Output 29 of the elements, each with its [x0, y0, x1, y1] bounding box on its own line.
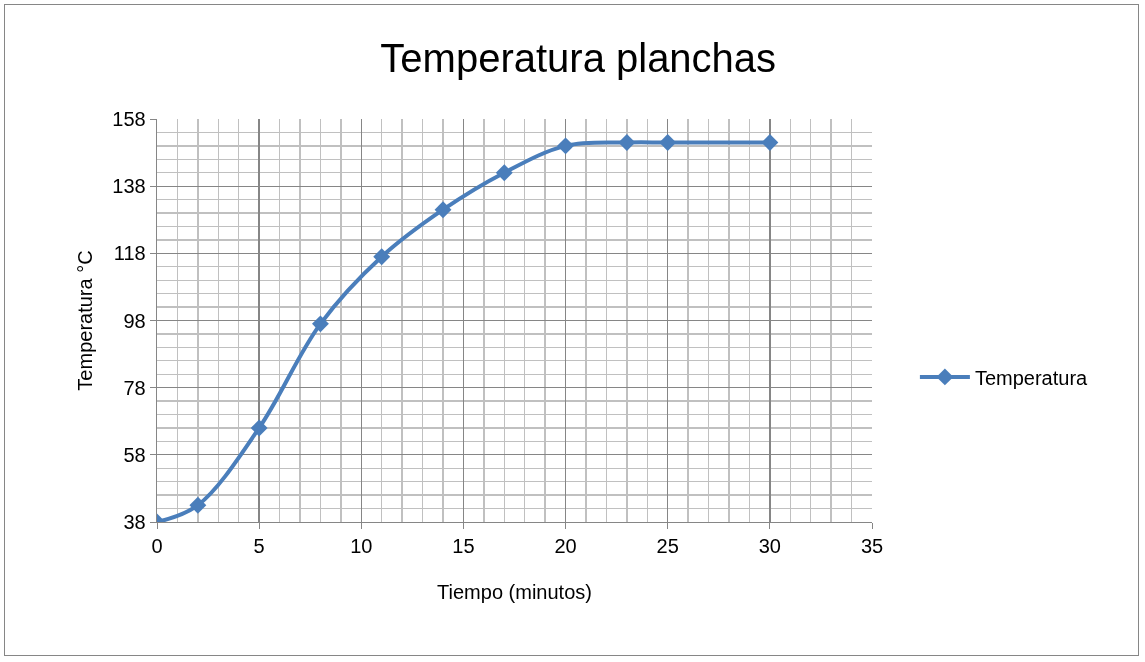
point: [495, 164, 513, 182]
point: [761, 134, 779, 151]
x-tick-label: 10: [350, 535, 373, 558]
y-axis-title: Temperatura °C: [73, 250, 96, 391]
point: [659, 134, 677, 151]
y-tick-label: 158: [112, 108, 146, 130]
legend-label: Temperatura: [974, 366, 1089, 389]
y-tick-label: 138: [112, 175, 146, 198]
point: [311, 315, 329, 333]
x-tick-label: 0: [151, 535, 163, 558]
chart-title: Temperatura planchas: [380, 36, 777, 81]
y-tick-label: 38: [123, 511, 146, 533]
y-tick-label: 78: [123, 376, 146, 399]
y-tick-label: 58: [123, 443, 146, 466]
x-tick-label: 5: [253, 535, 265, 558]
x-tick-label: 25: [656, 535, 679, 558]
y-tick-label: 118: [113, 242, 146, 265]
y-tick-label: 98: [123, 309, 146, 332]
x-tick-label: 15: [452, 535, 475, 558]
point: [250, 419, 268, 437]
point: [434, 201, 452, 219]
x-tick-label: 30: [758, 535, 781, 558]
point: [373, 248, 391, 266]
point: [618, 134, 636, 151]
x-axis-title: Tiempo (minutos): [437, 580, 592, 603]
x-tick-label: 35: [860, 535, 884, 558]
x-tick-label: 20: [554, 535, 577, 558]
point: [557, 137, 575, 155]
point: [189, 496, 207, 514]
